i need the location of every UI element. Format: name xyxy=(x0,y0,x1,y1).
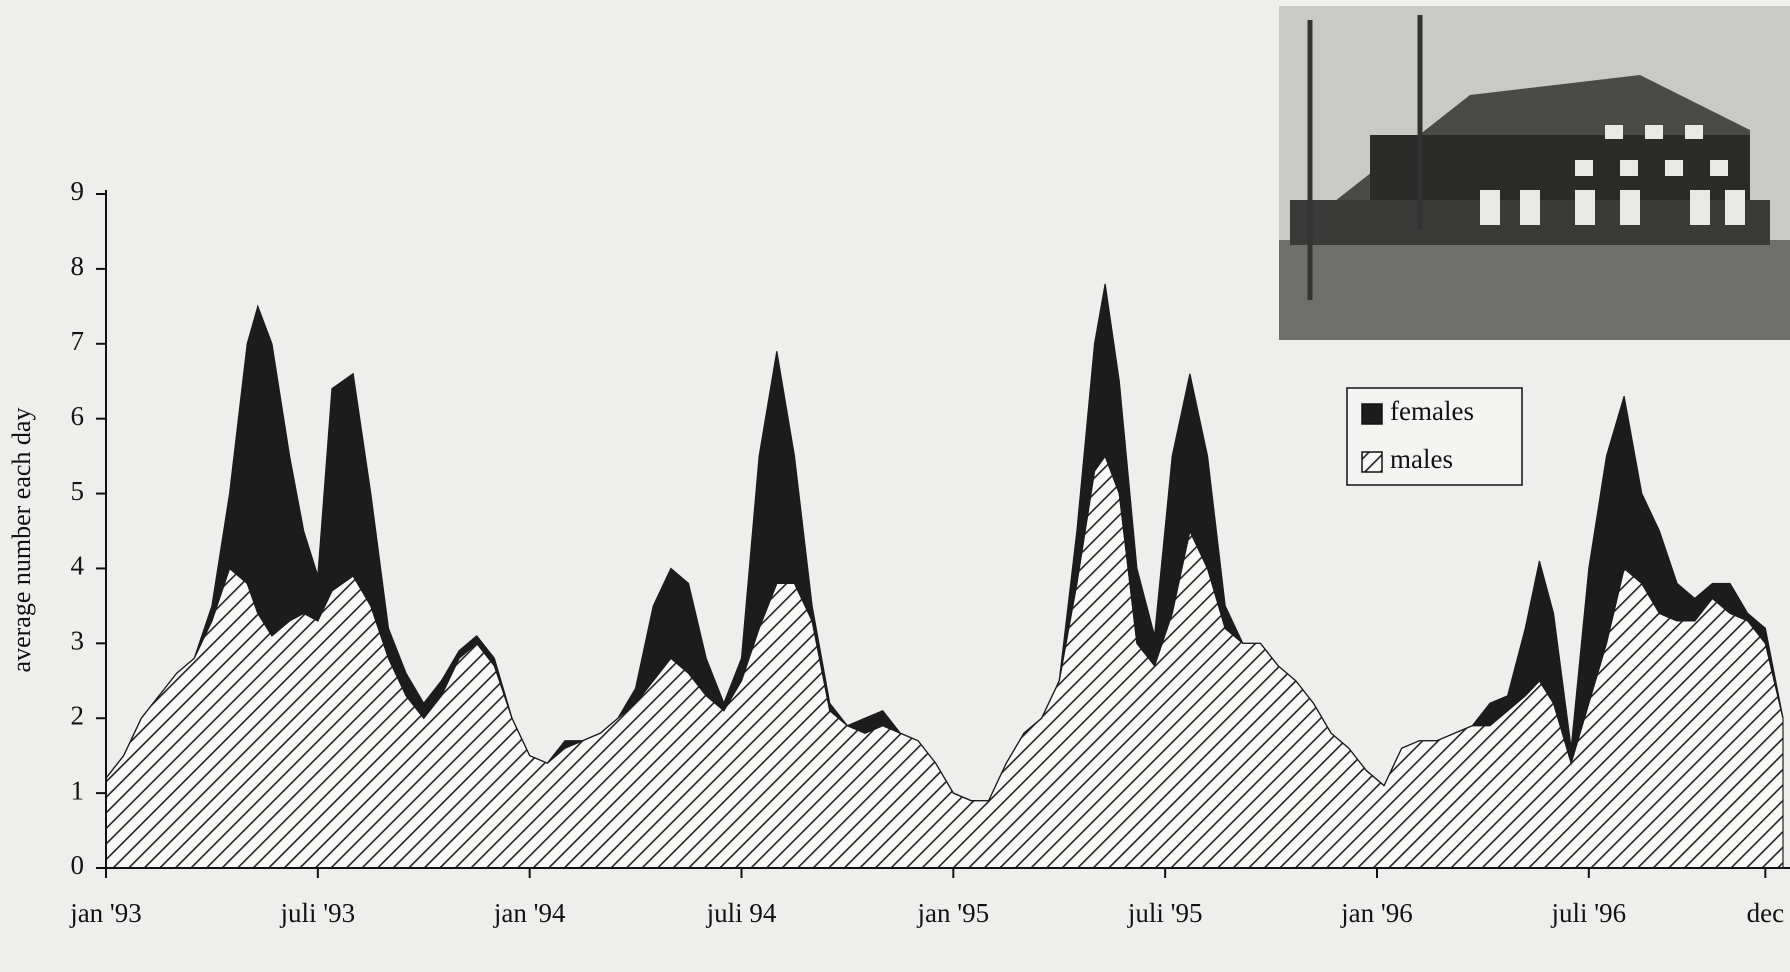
y-tick-label: 3 xyxy=(71,626,85,656)
y-tick-label: 0 xyxy=(71,850,85,880)
x-tick-label: dec xyxy=(1747,898,1784,928)
x-tick-label: juli '93 xyxy=(280,898,356,928)
legend-swatch xyxy=(1361,403,1383,425)
y-tick-label: 1 xyxy=(71,775,85,805)
y-tick-label: 8 xyxy=(71,251,85,281)
x-tick-label: jan '96 xyxy=(1340,898,1413,928)
x-tick-label: juli 94 xyxy=(706,898,777,928)
y-tick-label: 6 xyxy=(71,401,85,431)
y-tick-label: 5 xyxy=(71,476,85,506)
legend-swatch xyxy=(1361,451,1383,473)
photo xyxy=(1279,6,1790,340)
legend-label: females xyxy=(1390,396,1474,426)
legend: females males xyxy=(1346,387,1523,486)
area xyxy=(105,283,1784,802)
y-tick-label: 2 xyxy=(71,700,85,730)
x-tick-label: juli '95 xyxy=(1127,898,1203,928)
x-tick-label: jan '95 xyxy=(917,898,990,928)
y-tick-label: 9 xyxy=(71,176,85,206)
y-tick-label: 7 xyxy=(71,326,85,356)
x-tick-label: jan '94 xyxy=(493,898,566,928)
y-tick-label: 4 xyxy=(71,551,85,581)
x-tick-label: jan '93 xyxy=(69,898,142,928)
y-axis-label: average number each day xyxy=(7,408,36,673)
legend-label: males xyxy=(1390,444,1453,474)
x-tick-label: juli '96 xyxy=(1551,898,1627,928)
